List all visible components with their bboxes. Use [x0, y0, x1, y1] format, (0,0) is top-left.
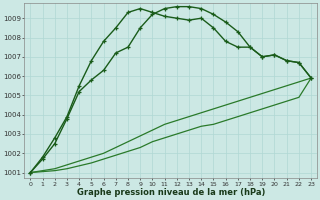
X-axis label: Graphe pression niveau de la mer (hPa): Graphe pression niveau de la mer (hPa)	[76, 188, 265, 197]
